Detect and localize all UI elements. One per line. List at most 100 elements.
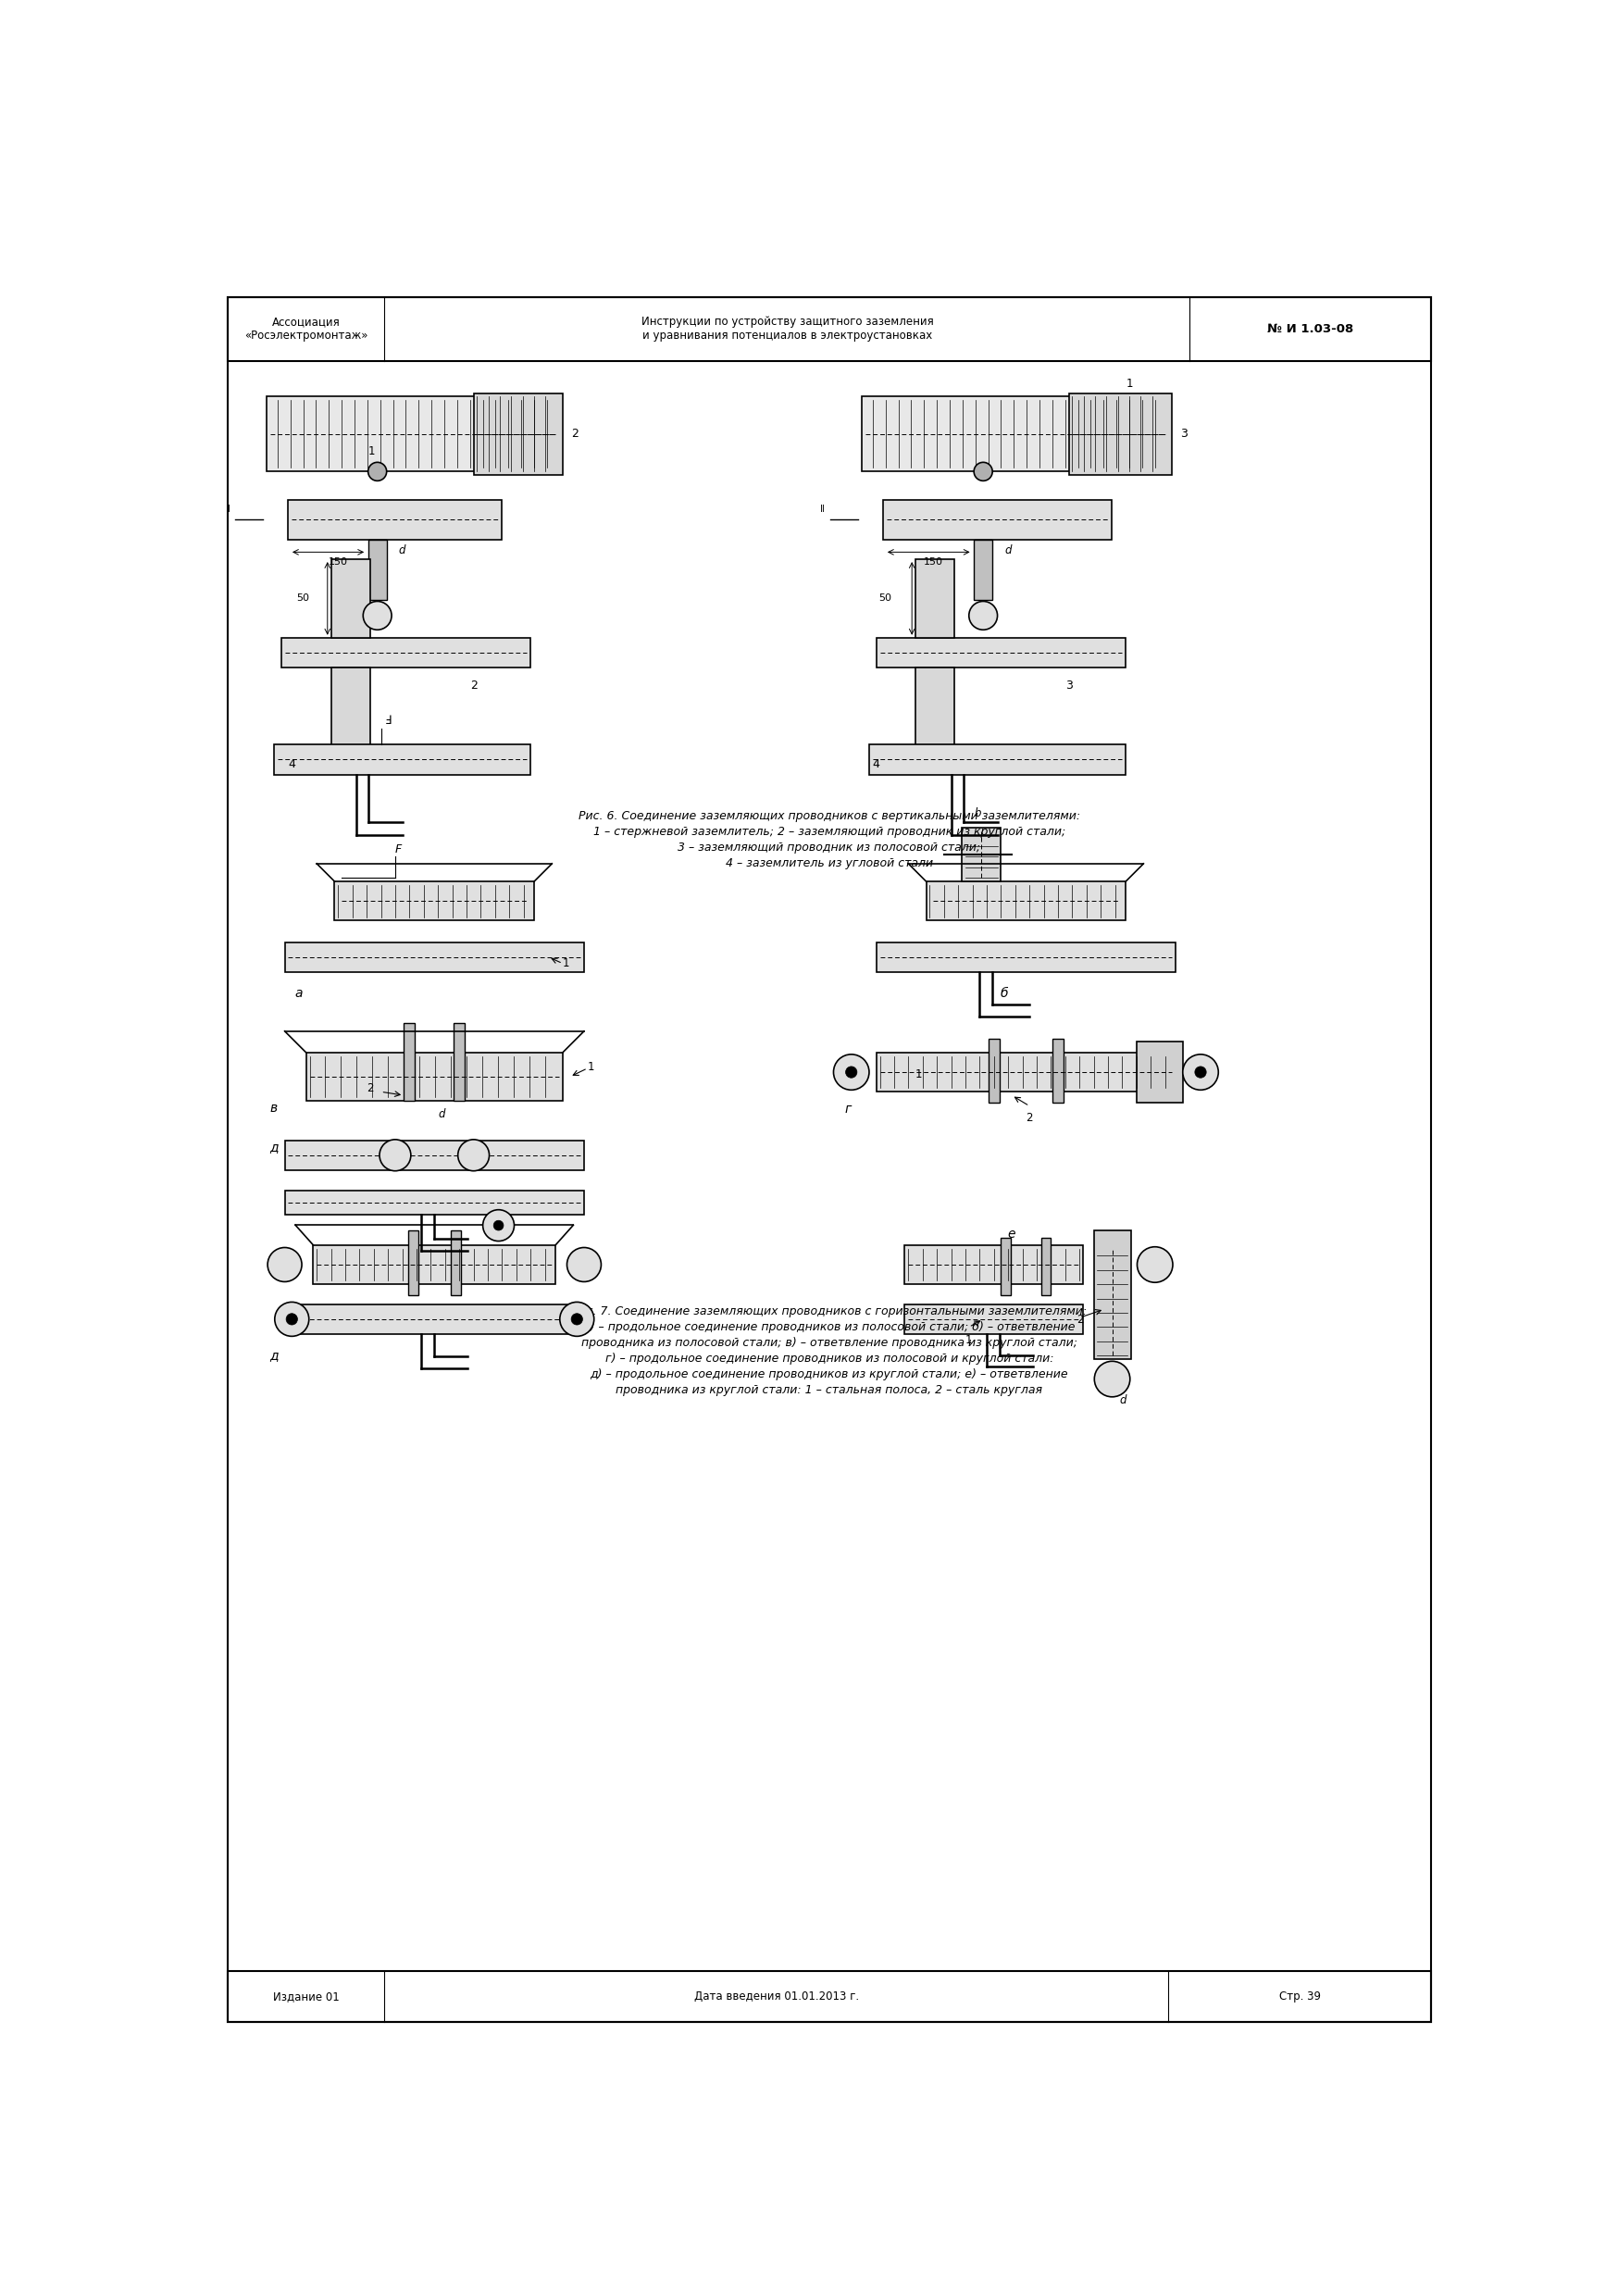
Text: 150: 150 [924,558,943,567]
Text: 1: 1 [916,1068,922,1079]
Text: d: d [438,1109,445,1120]
Text: 1: 1 [966,1334,972,1345]
Bar [367,540,387,599]
Bar [288,501,502,540]
Circle shape [1137,1247,1173,1283]
Bar [285,1189,584,1215]
Text: е: е [1008,1228,1016,1240]
Text: 2: 2 [1026,1111,1032,1125]
Bar [335,882,534,921]
Text: 2: 2 [571,427,578,441]
Bar [408,1231,417,1295]
Text: Ⅎ: Ⅎ [385,714,392,728]
Circle shape [275,1302,309,1336]
Bar [332,668,371,746]
Text: № И 1.03-08: № И 1.03-08 [1267,324,1354,335]
Circle shape [482,1210,515,1242]
Bar [1002,1238,1011,1295]
Bar [1069,393,1171,475]
Circle shape [833,1054,869,1091]
Bar [314,1244,555,1283]
Circle shape [571,1313,582,1325]
Text: 3: 3 [1181,427,1188,441]
Text: Ассоциация
«Росэлектромонтаж»: Ассоциация «Росэлектромонтаж» [244,317,367,342]
Text: Ⅱ: Ⅱ [225,505,230,514]
Bar [916,668,955,746]
Circle shape [969,602,997,629]
Bar [961,829,1002,882]
Bar [925,882,1126,921]
Text: Ⅱ: Ⅱ [820,505,825,514]
Text: 50: 50 [296,595,309,604]
Text: d: d [1005,544,1011,556]
Circle shape [367,461,387,480]
Text: б: б [1000,987,1008,999]
Text: в: в [270,1102,278,1114]
Bar [228,1970,1430,2023]
Circle shape [846,1065,858,1077]
Bar [883,501,1112,540]
Bar [989,1038,1000,1102]
Text: д: д [270,1350,278,1362]
Circle shape [267,1247,303,1281]
Bar [451,1231,461,1295]
Bar [306,1052,563,1102]
Bar [273,744,531,774]
Text: 1: 1 [587,1061,595,1072]
Text: 1: 1 [1126,379,1133,390]
Circle shape [560,1302,594,1336]
Bar [404,1022,416,1102]
Text: d: d [1120,1394,1126,1407]
Text: г: г [845,1102,851,1116]
Text: а: а [294,987,303,999]
Circle shape [1194,1065,1207,1077]
Text: 1: 1 [369,445,375,457]
Text: Рис. 7. Соединение заземляющих проводников с горизонтальными заземлителями:
а) –: Рис. 7. Соединение заземляющих проводник… [571,1306,1087,1396]
Circle shape [1183,1054,1218,1091]
Text: Издание 01: Издание 01 [273,1991,340,2002]
Text: 3: 3 [1065,680,1073,691]
Bar [862,397,1168,471]
Bar [877,1052,1176,1093]
Bar [904,1304,1082,1334]
Bar [869,744,1126,774]
Text: 2: 2 [367,1081,374,1095]
Circle shape [566,1247,602,1281]
Text: 1: 1 [563,957,570,969]
Bar [474,393,563,475]
Bar [332,560,371,638]
Circle shape [493,1221,503,1231]
Bar [1136,1042,1183,1102]
Bar [228,296,1430,360]
Circle shape [974,461,992,480]
Circle shape [362,602,392,629]
Bar [285,941,584,971]
Bar [877,638,1126,668]
Text: d: d [398,544,406,556]
Text: д: д [270,1141,278,1155]
Bar [1094,1231,1131,1359]
Bar [267,397,560,471]
Text: b: b [974,808,981,820]
Bar [453,1022,464,1102]
Circle shape [458,1139,489,1171]
Bar [916,560,955,638]
Bar [1040,1238,1050,1295]
Text: 4: 4 [872,758,880,769]
Circle shape [1094,1362,1129,1396]
Text: Инструкции по устройству защитного заземления
и уравнивания потенциалов в электр: Инструкции по устройству защитного зазем… [641,317,934,342]
Bar [285,1304,584,1334]
Bar [1052,1038,1063,1102]
Bar [974,540,992,599]
Circle shape [380,1139,411,1171]
Text: 2: 2 [469,680,477,691]
Text: 2: 2 [1076,1313,1084,1325]
Text: F: F [395,843,403,856]
Text: Дата введения 01.01.2013 г.: Дата введения 01.01.2013 г. [694,1991,859,2002]
Text: Рис. 6. Соединение заземляющих проводников с вертикальными заземлителями:
1 – ст: Рис. 6. Соединение заземляющих проводник… [578,810,1081,870]
Circle shape [286,1313,298,1325]
Bar [285,1141,584,1171]
Text: 50: 50 [879,595,892,604]
Text: Стр. 39: Стр. 39 [1278,1991,1320,2002]
Bar [877,941,1176,971]
